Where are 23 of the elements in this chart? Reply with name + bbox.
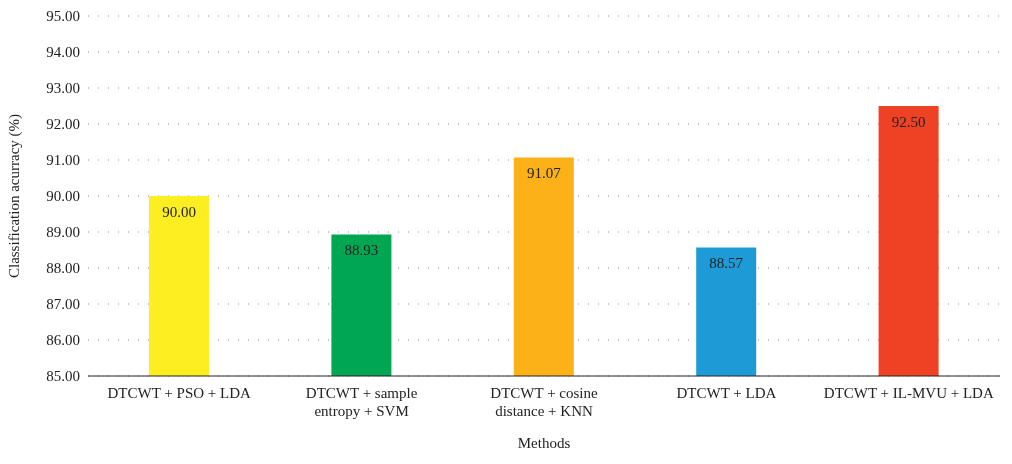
x-tick-label: DTCWT + sample entropy + SVM [305, 385, 418, 419]
y-tick-label: 93.00 [46, 80, 80, 97]
data-label: 90.00 [162, 203, 196, 220]
y-tick-label: 85.00 [46, 368, 80, 385]
y-tick-label: 92.00 [46, 116, 80, 133]
y-tick-label: 87.00 [46, 296, 80, 313]
y-tick-label: 86.00 [46, 332, 80, 349]
x-tick-label: DTCWT + PSO + LDA [107, 385, 252, 401]
y-tick-label: 90.00 [46, 188, 80, 205]
data-label: 88.93 [344, 242, 379, 259]
y-tick-label: 91.00 [46, 152, 80, 169]
y-tick-label: 94.00 [46, 44, 80, 61]
x-tick-label: DTCWT + LDA [676, 385, 777, 401]
data-label: 92.50 [891, 113, 926, 130]
data-label: 88.57 [709, 255, 744, 272]
y-tick-label: 95.00 [46, 8, 80, 25]
y-tick-label: 89.00 [46, 224, 80, 241]
x-tick-label: DTCWT + IL-MVU + LDA [823, 385, 994, 401]
x-axis-title: Methods [517, 435, 571, 451]
x-tick-label: DTCWT + cosine distance + KNN [490, 385, 598, 419]
data-label: 91.07 [526, 165, 562, 182]
y-axis-title: Classification acurracy (%) [6, 113, 24, 279]
y-tick-label: 88.00 [46, 260, 80, 277]
